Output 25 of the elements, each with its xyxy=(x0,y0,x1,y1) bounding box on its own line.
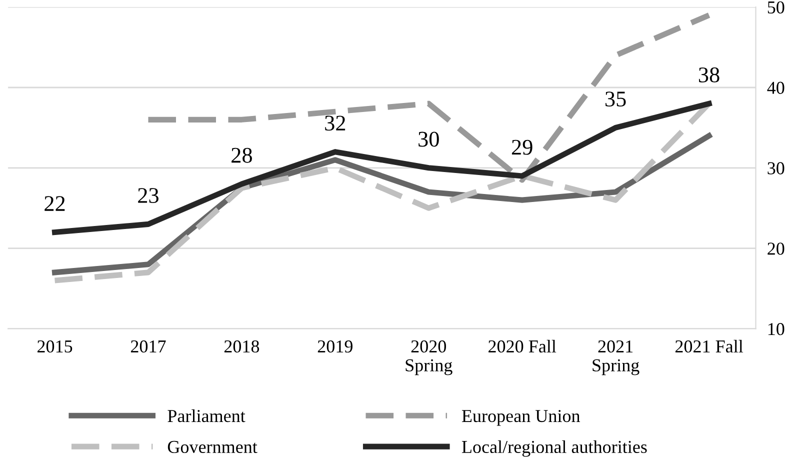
y-tick-label: 20 xyxy=(768,242,784,255)
data-label: 32 xyxy=(325,116,346,131)
y-tick-label: 50 xyxy=(768,1,784,14)
legend-label: Parliament xyxy=(168,409,246,422)
x-tick-label: 2017 xyxy=(130,340,166,353)
x-tick-label: 2018 xyxy=(224,340,260,353)
data-label: 22 xyxy=(44,196,65,211)
x-tick-label: 2020 Spring xyxy=(406,340,452,376)
y-tick-label: 10 xyxy=(768,322,784,336)
x-tick-label: 2020 Fall xyxy=(488,340,556,353)
legend-label: European Union xyxy=(462,410,580,426)
y-tick-label: 40 xyxy=(767,82,784,94)
legend-label: Government xyxy=(168,440,258,454)
y-tick-label: 30 xyxy=(768,162,784,174)
data-label: 30 xyxy=(418,132,439,147)
data-label: 29 xyxy=(512,140,532,155)
x-tick-label: 2015 xyxy=(38,340,72,353)
x-tick-label: 2019 xyxy=(318,340,352,353)
x-tick-label: 2021 Spring xyxy=(592,340,640,376)
data-label: 23 xyxy=(138,188,158,204)
data-label: 35 xyxy=(606,92,626,107)
data-label: 38 xyxy=(698,67,720,82)
data-label: 28 xyxy=(232,148,252,163)
legend-label: Local/regional authorities xyxy=(462,440,647,457)
x-tick-label: 2021 Fall xyxy=(675,340,744,353)
